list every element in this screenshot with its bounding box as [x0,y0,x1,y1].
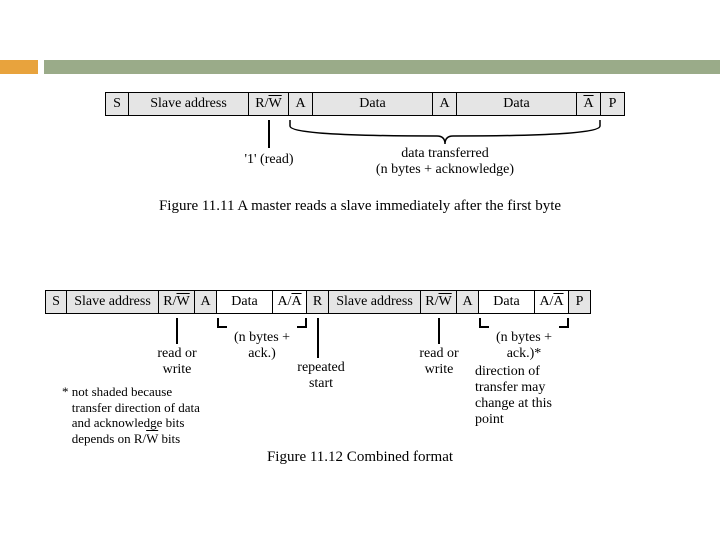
seq-cell: R/W [249,92,289,116]
seq-cell: S [45,290,67,314]
fig2-bracket-left1 [217,318,227,328]
fig2-anno-direction: direction oftransfer maychange at thispo… [475,364,585,428]
fig1-sequence: SSlave addressR/WADataADataAP [105,92,625,116]
accent-orange [0,60,38,74]
fig2-sequence: SSlave addressR/WADataA/ARSlave addressR… [45,290,591,314]
fig2-bracket-right1 [297,318,307,328]
fig1-anno-data: data transferred(n bytes + acknowledge) [289,146,601,178]
fig2-tick-repstart [317,318,319,358]
seq-cell: R/W [421,290,457,314]
fig2-caption: Figure 11.12 Combined format [0,449,720,466]
seq-cell: Data [217,290,273,314]
fig2-tick-rw2 [438,318,440,344]
fig2-anno-nbytes1: (n bytes +ack.) [211,330,313,362]
seq-cell: A [457,290,479,314]
fig2-anno-repstart: repeatedstart [286,360,356,392]
fig2-bracket-left2 [479,318,489,328]
fig2-tick-rw1 [176,318,178,344]
fig2-footnote: * not shaded because transfer direction … [62,384,200,446]
seq-cell: Data [313,92,433,116]
fig2-anno-rw1: read orwrite [142,346,212,378]
seq-cell: Slave address [129,92,249,116]
fig2-anno-nbytes2: (n bytes +ack.)* [473,330,575,362]
seq-cell: P [569,290,591,314]
seq-cell: A [433,92,457,116]
seq-cell: A [577,92,601,116]
seq-cell: Data [457,92,577,116]
accent-green [44,60,720,74]
seq-cell: S [105,92,129,116]
seq-cell: Slave address [329,290,421,314]
seq-cell: Data [479,290,535,314]
fig2-bracket-right2 [559,318,569,328]
seq-cell: A/A [273,290,307,314]
fig1-tick-rw [268,120,270,148]
fig1-brace [289,120,601,146]
header-bar [0,60,720,74]
seq-cell: A [195,290,217,314]
seq-cell: P [601,92,625,116]
fig2-anno-rw2: read orwrite [404,346,474,378]
fig1-caption: Figure 11.11 A master reads a slave imme… [0,198,720,215]
seq-cell: A [289,92,313,116]
seq-cell: R/W [159,290,195,314]
seq-cell: R [307,290,329,314]
seq-cell: Slave address [67,290,159,314]
seq-cell: A/A [535,290,569,314]
